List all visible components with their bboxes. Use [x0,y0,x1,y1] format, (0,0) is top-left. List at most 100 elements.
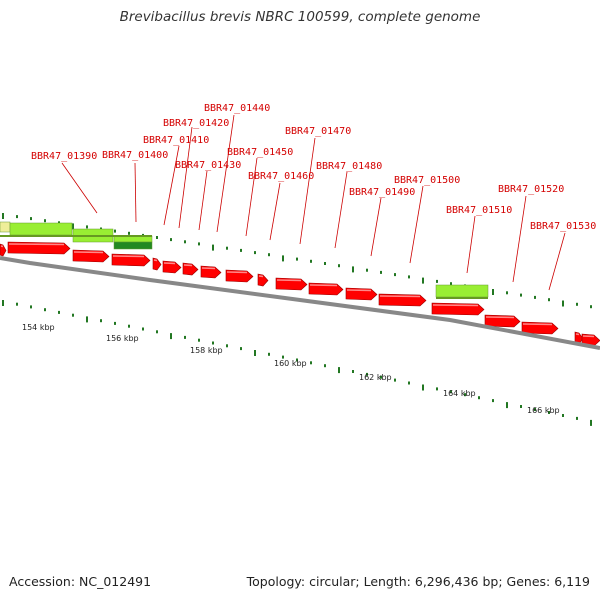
major-tick [212,244,214,251]
gene-label: BBR47_01430 [175,160,241,171]
minor-tick [268,253,270,257]
minor-tick [366,268,368,272]
minor-tick [324,364,326,368]
gene-arrow [200,265,222,279]
minor-tick [156,236,158,239]
scale-label: 164 kbp [443,389,476,398]
minor-tick [184,335,186,339]
minor-tick [436,279,438,283]
major-tick [2,300,4,306]
gene-arrow-highlight [522,323,553,326]
gene-label: BBR47_01420 [163,118,229,129]
gene-arrow-highlight [582,335,595,338]
leader-line [245,157,258,237]
minor-tick [156,330,158,334]
leader-line [269,182,281,241]
leader-line [299,137,316,245]
minor-tick [114,321,116,325]
gene-arrow-highlight [112,255,145,258]
minor-tick [548,411,550,414]
major-tick [492,289,494,295]
scale-labels: 154 kbp 156 kbp 158 kbp 160 kbp 162 kbp 164 k… [22,323,560,415]
genome-summary-text: Topology: circular; Length: 6,296,436 bp… [246,574,590,589]
minor-tick [394,273,396,277]
minor-tick [44,308,46,312]
major-tick [338,367,340,374]
minor-tick [506,291,508,295]
accession-text: Accession: NC_012491 [9,574,152,589]
genome-backbone [0,256,600,350]
major-tick [170,333,172,340]
gene-arrow [162,260,182,274]
major-tick [352,266,354,273]
gene-arrow-highlight [258,275,264,278]
gene-label: BBR47_01490 [349,187,415,198]
minor-tick [520,405,522,408]
gene-label: BBR47_01470 [285,126,351,137]
minor-tick [44,219,46,223]
gene-arrows [0,241,600,347]
scale-label: 158 kbp [190,346,223,355]
minor-tick [478,396,480,400]
label-leader-lines [61,114,566,291]
minor-tick [240,347,242,351]
minor-tick [86,225,88,229]
leader-line [409,185,424,264]
minor-tick [142,327,144,331]
scale-label: 160 kbp [274,359,307,368]
minor-tick [324,262,326,265]
gene-arrow-highlight [346,289,372,292]
leader-line [61,162,98,214]
minor-tick [16,302,18,306]
gene-arrow-highlight [379,295,421,298]
minor-tick [450,282,452,286]
minor-tick [114,229,116,233]
minor-tick [212,341,214,345]
feature-block [435,284,489,298]
gene-arrow-highlight [0,245,4,248]
minor-tick [394,378,396,382]
scale-label: 154 kbp [22,323,55,332]
minor-tick [30,217,32,221]
minor-tick [254,251,256,255]
feature-blocks [0,221,489,299]
gene-arrow-highlight [8,243,65,246]
minor-tick [240,248,242,252]
minor-tick [296,358,298,362]
minor-tick [534,295,536,299]
gene-label: BBR47_01450 [227,147,293,158]
feature-baseline [436,297,488,299]
minor-tick [198,338,200,342]
gene-label: BBR47_01390 [31,151,97,162]
gene-arrow-highlight [485,316,515,319]
minor-tick [380,270,382,274]
minor-tick [590,305,592,309]
gene-arrow [574,331,584,345]
leader-line [178,126,193,229]
minor-tick [408,275,410,279]
gene-label: BBR47_01440 [204,103,270,114]
gene-label: BBR47_01480 [316,161,382,172]
scale-label: 162 kbp [359,373,392,382]
gene-arrow-highlight [201,267,216,270]
leader-line [216,114,235,233]
major-tick [422,277,424,284]
minor-tick [520,293,522,297]
minor-tick [226,344,228,348]
gene-arrow-highlight [575,333,580,336]
leader-line [512,195,527,283]
minor-tick [548,298,550,302]
feature-block [113,241,153,250]
minor-tick [408,381,410,385]
gene-label: BBR47_01410 [143,135,209,146]
minor-tick [576,302,578,306]
gene-arrow [257,273,269,287]
minor-tick [380,375,382,379]
gene-arrow-highlight [153,259,158,262]
leader-line [466,215,476,274]
minor-tick [16,215,18,219]
minor-tick [464,393,466,397]
gene-arrow-highlight [276,279,302,282]
minor-tick [170,238,172,242]
